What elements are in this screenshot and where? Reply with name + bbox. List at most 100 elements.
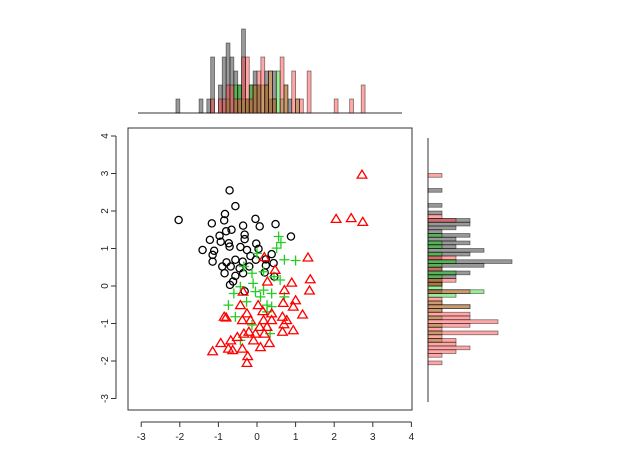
right-histogram-bar [427,300,443,306]
top-histogram-bar [175,98,181,114]
right-histogram-bar [427,341,457,347]
triangle-point [356,168,368,179]
right-histogram-bar [427,334,443,339]
circle-point [215,231,224,240]
triangle-point [241,307,253,318]
top-histogram-bar [283,84,289,114]
right-histogram-bar [427,326,443,332]
triangle-point [278,284,291,295]
top-histogram-bar [245,56,250,114]
right-histogram-bar [427,278,457,283]
circle-point [267,249,276,259]
top-histogram-bar [260,56,266,114]
plus-point [246,320,257,330]
circle-point [269,258,278,268]
right-histogram-bar [427,203,443,208]
right-histogram-bar [427,345,471,351]
triangle-point [261,321,273,332]
triangle-point [287,324,300,335]
top-histogram-bar [287,98,293,114]
circle-point [254,244,263,254]
top-histogram-bar [233,98,239,114]
plus-point [241,296,252,307]
right-histogram-bar [427,296,443,302]
circle-point [227,225,236,234]
x-tick-label: -3 [137,432,146,443]
y-tick-label: -1 [100,319,111,328]
top-histogram-bar [275,70,281,114]
right-histogram-bar [427,360,443,366]
triangle-point [234,299,247,310]
top-histogram-bar [248,98,254,114]
triangle-point [226,344,239,355]
right-histogram-bar [427,259,457,264]
x-tick-label: 1 [293,432,299,443]
top-histogram-bar [237,98,242,114]
right-histogram-bar [427,214,443,219]
top-histogram-bar [206,98,212,114]
top-histogram-bar [272,98,277,114]
y-tick-label: 4 [100,133,111,139]
triangle-point [206,345,219,356]
circle-point [222,258,231,267]
triangle-point [214,337,227,348]
triangle-point [244,314,257,325]
circle-point [240,234,249,244]
circle-point [224,238,234,248]
right-histogram-bar [427,304,471,309]
right-histogram-bar [427,210,443,216]
right-histogram-bar [427,251,443,257]
right-histogram-bar [427,274,443,279]
y-tick-label: 3 [100,170,111,176]
triangle-point [237,327,250,338]
circle-point [205,235,215,245]
y-tick-label: 2 [100,208,111,214]
triangle-point [249,327,262,338]
triangle-point [224,334,237,345]
top-histogram-bar [252,84,258,114]
x-axis: -3 -2 -1 0 1 2 3 4 [137,421,415,443]
right-histogram-bar [427,353,443,358]
x-tick-label: 0 [254,432,260,443]
right-histogram-bar [427,293,457,298]
triangle-point [231,331,244,342]
circle-point [231,271,240,281]
right-histogram-bar [427,188,443,193]
triangle-point [296,308,309,319]
y-axis: -3 -2 -1 0 1 2 3 4 [100,133,117,403]
circle-point [231,201,240,211]
plus-point [223,300,234,311]
top-histogram-bar [198,98,204,114]
circle-point [238,221,248,230]
plus-point [258,285,269,296]
x-tick-label: 4 [409,432,415,443]
circle-point [260,268,269,277]
circle-point [238,257,247,266]
triangle-point [289,294,302,305]
x-tick-label: 2 [331,432,337,443]
circle-point [251,214,260,224]
top-histogram [138,28,402,114]
y-tick-label: 1 [100,245,111,251]
top-histogram-bar [210,98,215,114]
top-histogram-bar [241,56,246,114]
triangle-point [263,337,276,348]
triangle-point [220,311,233,322]
circle-point [225,280,235,290]
circle-point [286,232,296,241]
right-histogram-bar [427,281,443,287]
plot-frame [127,127,413,411]
triangle-point [356,216,369,227]
triangle-point [258,327,271,338]
triangle-point [257,314,270,325]
plus-point [250,286,261,297]
right-histogram-bar [427,338,457,343]
right-histogram [427,138,513,402]
right-histogram-bar [427,319,499,324]
right-histogram-bar [427,315,471,321]
circle-point [226,262,236,271]
circle-point [208,257,217,266]
triangle-point [303,284,316,295]
circle-point [251,255,261,264]
top-histogram-bar [299,98,304,114]
